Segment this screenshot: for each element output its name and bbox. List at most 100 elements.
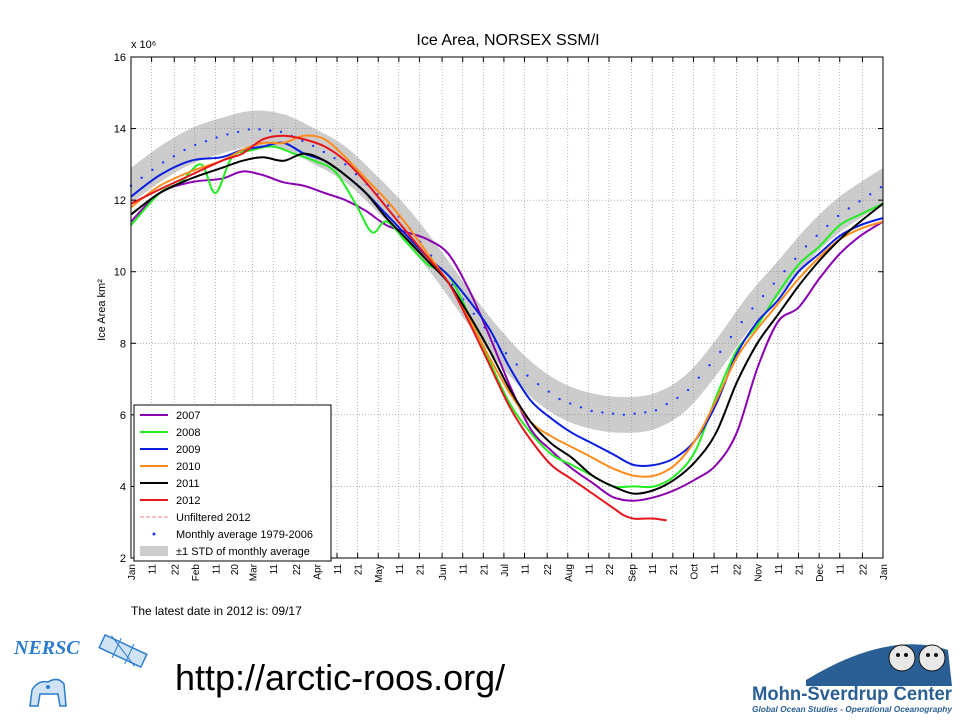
x-tick-label: 11 bbox=[269, 564, 280, 575]
legend-label: 2009 bbox=[176, 444, 200, 456]
monthly-average-point bbox=[697, 376, 701, 379]
monthly-average-point bbox=[161, 161, 165, 164]
x-tick-label: 21 bbox=[415, 564, 426, 576]
y-tick-label: 2 bbox=[120, 553, 126, 565]
x-tick-label: 22 bbox=[605, 564, 616, 576]
monthly-average-point bbox=[761, 294, 765, 298]
legend-label: 2010 bbox=[176, 461, 200, 473]
x-tick-label: Oct bbox=[689, 564, 700, 580]
series-line-2010 bbox=[130, 134, 884, 478]
nersc-logo-text: NERSC bbox=[13, 637, 80, 659]
legend-label: ±1 STD of monthly average bbox=[176, 546, 310, 558]
y-axis-label: Ice Area km² bbox=[96, 279, 108, 341]
monthly-average-point bbox=[590, 409, 593, 413]
monthly-average-point bbox=[258, 128, 261, 131]
x-tick-label: 21 bbox=[669, 564, 680, 576]
x-tick-label: 21 bbox=[795, 564, 806, 576]
monthly-average-point bbox=[611, 412, 615, 415]
x-tick-label: 22 bbox=[858, 564, 869, 576]
monthly-average-point bbox=[526, 374, 529, 377]
monthly-average-point bbox=[386, 204, 390, 207]
latest-date-note: The latest date in 2012 is: 09/17 bbox=[131, 604, 302, 618]
legend-swatch bbox=[152, 532, 156, 536]
x-tick-label: Jun bbox=[438, 564, 449, 580]
legend-label: 2007 bbox=[176, 410, 200, 422]
x-tick-label: 11 bbox=[648, 564, 659, 575]
legend-label: 2008 bbox=[176, 427, 200, 439]
monthly-average-point bbox=[215, 136, 218, 139]
ice-area-chart: Ice Area, NORSEX SSM/I x 10⁶ Ice Area km… bbox=[96, 32, 890, 583]
source-url[interactable]: http://arctic-roos.org/ bbox=[175, 657, 506, 698]
monthly-average-point bbox=[633, 412, 636, 415]
x-tick-label: 22 bbox=[733, 564, 744, 576]
monthly-average-point bbox=[269, 129, 272, 132]
chart-legend: 2007 2008 2009 2010 2011 2012 Unfiltered 2012 M… bbox=[133, 404, 332, 562]
chart-title: Ice Area, NORSEX SSM/I bbox=[416, 32, 599, 49]
x-tick-label: Apr bbox=[312, 563, 323, 579]
monthly-average-point bbox=[783, 270, 786, 273]
monthly-average-point bbox=[644, 411, 647, 414]
monthly-average-point bbox=[504, 352, 508, 355]
monthly-average-point bbox=[622, 413, 626, 417]
monthly-average-point bbox=[226, 133, 229, 136]
x-tick-label: Dec bbox=[815, 564, 826, 582]
monthly-average-point bbox=[151, 168, 154, 172]
x-tick-label: 20 bbox=[230, 564, 241, 576]
std-band bbox=[131, 110, 883, 433]
x-tick-label: 11 bbox=[395, 564, 406, 575]
series-line-2011 bbox=[130, 152, 884, 495]
x-tick-label: Jan bbox=[879, 564, 890, 580]
monthly-average-point bbox=[569, 402, 572, 405]
plot-area: 2 4 6 8 10 12 14 16 Jan 11 22 Feb 11 20 Mar 11 22 Apr 11 21… bbox=[114, 52, 890, 583]
monthly-average-point bbox=[344, 163, 347, 166]
monthly-average-point bbox=[333, 156, 336, 160]
axes-frame bbox=[130, 56, 884, 559]
monthly-average-point bbox=[826, 224, 829, 228]
monthly-average-point bbox=[279, 130, 283, 134]
x-tick-label: 11 bbox=[836, 564, 847, 575]
monthly-average-point bbox=[847, 207, 850, 210]
x-tick-label: Nov bbox=[753, 564, 764, 582]
monthly-average-point bbox=[708, 364, 711, 367]
x-tick-label: 11 bbox=[148, 564, 159, 575]
x-tick-label: May bbox=[374, 564, 385, 583]
monthly-average-point bbox=[311, 144, 315, 148]
monthly-average-point bbox=[472, 312, 476, 315]
x-tick-label: Sep bbox=[628, 564, 639, 582]
y-multiplier-label: x 10⁶ bbox=[131, 39, 156, 51]
monthly-average-point bbox=[236, 130, 240, 134]
legend-label: Monthly average 1979-2006 bbox=[176, 529, 313, 541]
monthly-average-point bbox=[515, 363, 518, 366]
monthly-average-point bbox=[579, 406, 583, 409]
monthly-average-point bbox=[836, 214, 840, 218]
y-tick-label: 12 bbox=[114, 195, 126, 207]
x-tick-label: 22 bbox=[292, 564, 303, 576]
monthly-average-point bbox=[729, 335, 733, 339]
monthly-average-point bbox=[665, 402, 668, 406]
x-tick-label: Jul bbox=[500, 564, 511, 577]
legend-label: 2012 bbox=[176, 495, 200, 507]
monthly-average-point bbox=[879, 185, 883, 189]
monthly-average-point bbox=[740, 320, 743, 324]
monthly-average-point bbox=[183, 148, 186, 152]
x-tick-label: 11 bbox=[521, 564, 532, 575]
monthly-average-point bbox=[601, 411, 604, 414]
x-tick-label: 11 bbox=[459, 564, 470, 575]
series-line-2012 bbox=[130, 134, 667, 522]
msc-logo-subtitle: Global Ocean Studies - Operational Ocean… bbox=[752, 705, 953, 714]
nersc-logo: NERSC bbox=[13, 633, 148, 707]
x-tick-label: 21 bbox=[354, 564, 365, 576]
portrait-icon bbox=[888, 644, 946, 672]
monthly-average-point bbox=[676, 396, 679, 400]
monthly-average-point bbox=[194, 143, 197, 147]
monthly-average-point bbox=[869, 193, 872, 196]
x-tick-label: Feb bbox=[191, 564, 202, 582]
legend-label: 2011 bbox=[176, 478, 200, 490]
monthly-average-point bbox=[558, 397, 561, 401]
y-tick-label: 8 bbox=[120, 338, 126, 350]
monthly-average-point bbox=[247, 128, 251, 131]
monthly-average-point bbox=[204, 139, 208, 143]
monthly-average-point bbox=[858, 200, 861, 203]
monthly-average-point bbox=[536, 383, 540, 386]
x-tick-label: Jan bbox=[127, 564, 138, 580]
